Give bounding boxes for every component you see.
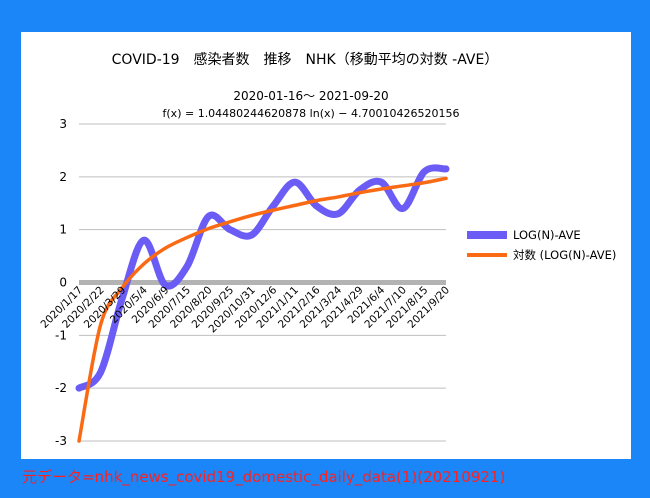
trend-formula: f(x) = 1.04480244620878 ln(x) − 4.700104… — [163, 107, 460, 120]
source-note: 元データ=nhk_news_covid19_domestic_daily_dat… — [22, 468, 506, 486]
chart-subtitle: 2020-01-16～ 2021-09-20 — [233, 89, 388, 103]
chart: COVID-19 感染者数 推移 NHK（移動平均の対数 -AVE） 2020-… — [39, 51, 617, 448]
legend-label-1: LOG(N)-AVE — [513, 228, 581, 242]
y-tick-label: -2 — [55, 381, 67, 395]
y-tick-label: 3 — [59, 117, 67, 131]
chart-frame: COVID-19 感染者数 推移 NHK（移動平均の対数 -AVE） 2020-… — [21, 32, 631, 459]
y-tick-label: 0 — [59, 276, 67, 290]
series-line-2 — [77, 176, 448, 443]
chart-title: COVID-19 感染者数 推移 NHK（移動平均の対数 -AVE） — [112, 51, 499, 68]
legend-label-2: 対数 (LOG(N)-AVE) — [513, 248, 616, 262]
grid — [79, 123, 446, 442]
y-tick-label: -3 — [55, 434, 67, 448]
y-axis: 3 2 1 0 -1 -2 -3 — [55, 117, 67, 448]
legend: LOG(N)-AVE 対数 (LOG(N)-AVE) — [467, 228, 616, 262]
series-lines — [75, 164, 450, 443]
y-tick-label: 1 — [59, 223, 67, 237]
y-tick-label: 2 — [59, 170, 67, 184]
series-line-1 — [75, 164, 450, 392]
y-tick-label: -1 — [55, 328, 67, 342]
